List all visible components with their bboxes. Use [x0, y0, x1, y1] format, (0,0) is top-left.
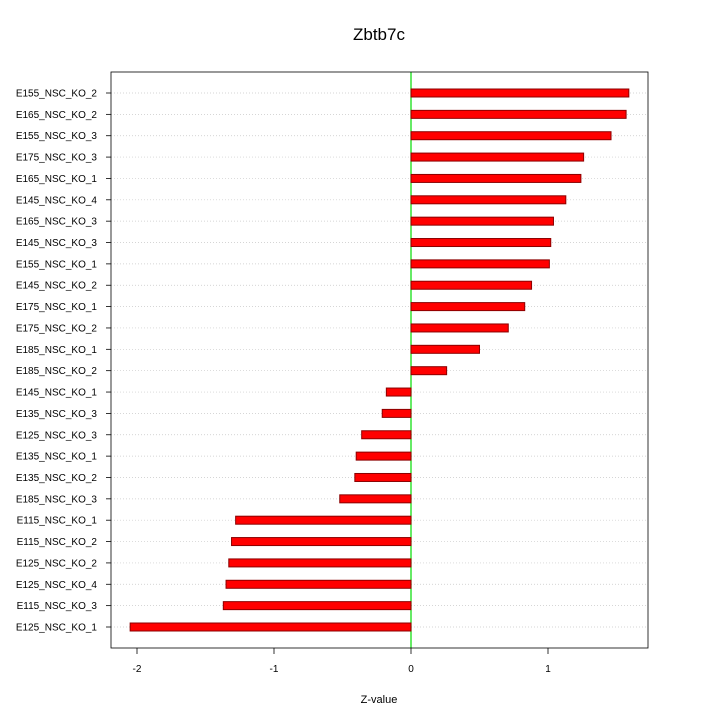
category-label: E145_NSC_KO_3	[16, 238, 98, 249]
bar	[410, 173, 582, 183]
bar	[410, 302, 526, 312]
bar	[225, 579, 412, 589]
bar	[381, 408, 412, 418]
bar	[410, 238, 552, 248]
bar	[410, 259, 550, 269]
category-label: E185_NSC_KO_1	[16, 345, 98, 356]
bar	[339, 494, 412, 504]
bar	[355, 451, 412, 461]
category-label: E145_NSC_KO_2	[16, 281, 98, 292]
bar	[410, 216, 554, 226]
bar	[410, 344, 480, 354]
x-tick-label: -1	[270, 664, 279, 675]
category-label: E145_NSC_KO_1	[16, 388, 98, 399]
category-label: E185_NSC_KO_3	[16, 494, 98, 505]
x-axis-label: Z-value	[361, 694, 398, 706]
category-labels: E155_NSC_KO_2 E165_NSC_KO_2 E155_NSC_KO_3 E…	[16, 89, 111, 634]
category-label: E155_NSC_KO_2	[16, 89, 98, 100]
bar	[231, 537, 412, 547]
category-label: E165_NSC_KO_1	[16, 174, 98, 185]
grid-lines	[111, 92, 648, 628]
bar	[410, 109, 627, 119]
bar	[410, 195, 567, 205]
bar	[129, 622, 412, 632]
category-label: E175_NSC_KO_2	[16, 323, 98, 334]
plot-frame	[110, 71, 649, 649]
category-label: E185_NSC_KO_2	[16, 366, 98, 377]
bar	[410, 323, 509, 333]
category-label: E135_NSC_KO_1	[16, 452, 98, 463]
category-label: E175_NSC_KO_3	[16, 153, 98, 164]
category-label: E145_NSC_KO_4	[16, 195, 98, 206]
bar	[410, 280, 533, 290]
bar	[410, 366, 448, 376]
x-tick-label: -2	[133, 664, 142, 675]
category-label: E115_NSC_KO_2	[17, 537, 98, 548]
x-axis: -2 -1 0 1	[133, 648, 551, 675]
bar	[410, 88, 630, 98]
chart-title: Zbtb7c	[353, 25, 405, 44]
category-label: E135_NSC_KO_3	[16, 409, 98, 420]
category-label: E125_NSC_KO_2	[16, 558, 98, 569]
category-label: E125_NSC_KO_4	[16, 580, 98, 591]
category-label: E165_NSC_KO_3	[16, 217, 98, 228]
bar	[235, 515, 412, 525]
x-tick-label: 0	[408, 664, 414, 675]
category-label: E115_NSC_KO_1	[17, 516, 98, 527]
bar	[361, 430, 412, 440]
category-label: E115_NSC_KO_3	[17, 601, 98, 612]
category-label: E135_NSC_KO_2	[16, 473, 98, 484]
bar	[222, 601, 412, 611]
category-label: E125_NSC_KO_1	[16, 623, 98, 634]
bars	[129, 88, 630, 632]
category-label: E175_NSC_KO_1	[16, 302, 98, 313]
category-label: E125_NSC_KO_3	[16, 430, 98, 441]
bar	[354, 472, 412, 482]
bar	[228, 558, 412, 568]
x-tick-label: 1	[545, 664, 551, 675]
bar	[410, 131, 612, 141]
bar	[410, 152, 585, 162]
category-label: E155_NSC_KO_3	[16, 131, 98, 142]
category-label: E155_NSC_KO_1	[16, 259, 98, 270]
category-label: E165_NSC_KO_2	[16, 110, 98, 121]
bar	[385, 387, 412, 397]
